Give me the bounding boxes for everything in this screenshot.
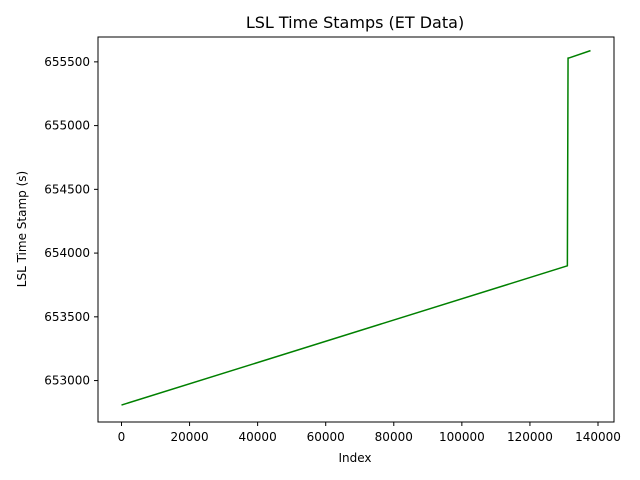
chart-title: LSL Time Stamps (ET Data)	[246, 13, 464, 32]
y-tick-label: 653500	[44, 310, 90, 324]
x-tick-label: 40000	[239, 430, 277, 444]
y-tick-label: 655000	[44, 119, 90, 133]
x-tick-label: 80000	[375, 430, 413, 444]
x-tick-label: 120000	[507, 430, 553, 444]
y-tick-label: 654500	[44, 182, 90, 196]
y-tick-label: 653000	[44, 374, 90, 388]
x-tick-label: 100000	[439, 430, 485, 444]
x-axis-label: Index	[338, 451, 371, 465]
x-axis: 0 20000 40000 60000 80000 100000 120000 140000	[118, 422, 621, 444]
x-tick-label: 0	[118, 430, 126, 444]
plot-area	[97, 36, 615, 423]
x-tick-label: 60000	[307, 430, 345, 444]
y-axis: 653000 653500 654000 654500 655000 655500	[44, 55, 98, 388]
y-tick-label: 655500	[44, 55, 90, 69]
x-tick-label: 140000	[575, 430, 621, 444]
y-tick-label: 654000	[44, 246, 90, 260]
x-tick-label: 20000	[170, 430, 208, 444]
series-layer	[121, 49, 591, 406]
series-line-0	[121, 49, 591, 406]
y-axis-label: LSL Time Stamp (s)	[15, 171, 29, 287]
